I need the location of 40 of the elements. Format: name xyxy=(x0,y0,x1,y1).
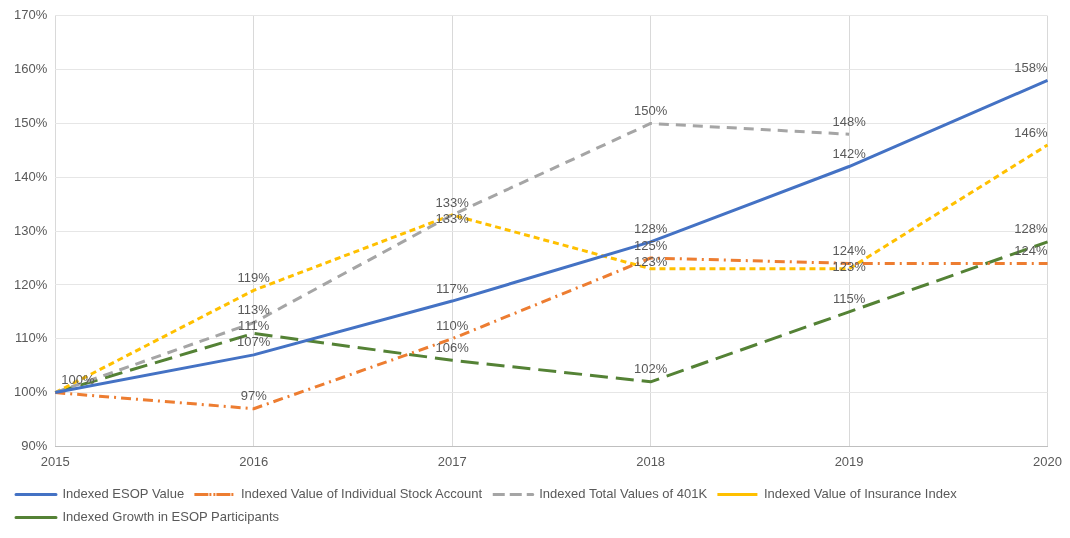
y-tick-label: 160% xyxy=(14,61,48,77)
x-tick-label: 2017 xyxy=(437,453,467,469)
legend-label: Indexed Value of Individual Stock Account xyxy=(240,486,483,502)
legend-label: Indexed Growth in ESOP Participants xyxy=(62,509,280,525)
data-label: 107% xyxy=(237,334,271,350)
data-label: 146% xyxy=(1014,124,1048,140)
x-tick-label: 2020 xyxy=(1033,453,1062,469)
data-label: 97% xyxy=(240,388,268,404)
data-label: 113% xyxy=(237,302,271,318)
data-label: 102% xyxy=(634,361,668,377)
data-label: 148% xyxy=(832,113,867,129)
data-label: 110% xyxy=(436,318,469,334)
data-label: 128% xyxy=(634,221,668,237)
y-tick-label: 170% xyxy=(14,7,48,23)
y-tick-label: 120% xyxy=(14,276,48,292)
x-tick-label: 2019 xyxy=(834,453,864,469)
y-tick-label: 140% xyxy=(14,168,48,184)
x-tick-label: 2018 xyxy=(636,453,666,469)
y-tick-label: 130% xyxy=(14,222,48,238)
data-label: 117% xyxy=(436,280,469,296)
data-label: 124% xyxy=(832,242,867,258)
data-label: 128% xyxy=(1014,221,1048,237)
data-label: 125% xyxy=(634,237,668,253)
data-label: 133% xyxy=(435,194,470,210)
legend-label: Indexed ESOP Value xyxy=(62,486,185,502)
data-label: 115% xyxy=(832,291,866,307)
y-tick-label: 90% xyxy=(21,437,48,453)
legend-label: Indexed Value of Insurance Index xyxy=(763,486,958,502)
legend-label: Indexed Total Values of 401K xyxy=(539,486,708,502)
y-tick-label: 150% xyxy=(14,115,48,131)
data-label: 111% xyxy=(238,318,270,334)
y-tick-label: 100% xyxy=(14,384,48,400)
data-label: 106% xyxy=(435,339,470,355)
data-label: 150% xyxy=(634,103,668,119)
data-label: 119% xyxy=(237,269,271,285)
x-tick-label: 2016 xyxy=(239,453,269,469)
data-label: 142% xyxy=(832,146,867,162)
data-label: 158% xyxy=(1014,59,1048,75)
x-tick-label: 2015 xyxy=(40,453,70,469)
y-tick-label: 110% xyxy=(14,330,48,346)
